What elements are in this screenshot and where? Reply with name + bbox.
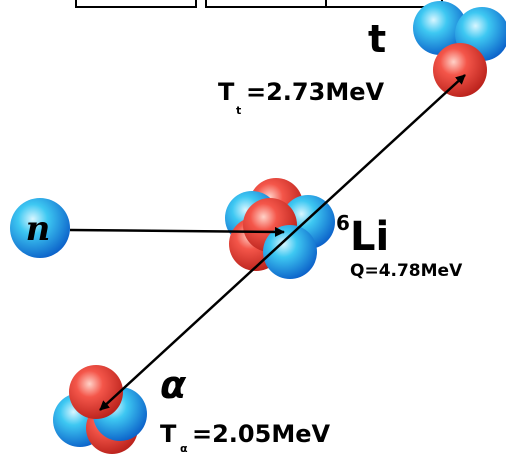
energy-symbol: T [160, 420, 177, 448]
top-boxes [76, 0, 442, 7]
energy-value: =2.05MeV [192, 420, 330, 448]
triton-label: t [368, 17, 386, 61]
lithium-nucleus [225, 178, 335, 279]
energy-symbol: T [218, 78, 235, 106]
neutron-label: n [26, 209, 51, 249]
lithium-label: Li [350, 214, 389, 260]
mass-number: 6 [336, 211, 350, 235]
energy-subscript: t [236, 104, 241, 117]
decay-arrow [100, 75, 465, 410]
alpha-label: α [160, 363, 187, 407]
energy-subscript: α [180, 442, 188, 455]
diagram: n t T t =2.73MeV 6 Li Q=4.78MeV α T α =2… [0, 0, 506, 455]
energy-value: =2.73MeV [246, 78, 384, 106]
q-value: Q=4.78MeV [350, 261, 463, 281]
triton-nucleus [413, 1, 506, 97]
